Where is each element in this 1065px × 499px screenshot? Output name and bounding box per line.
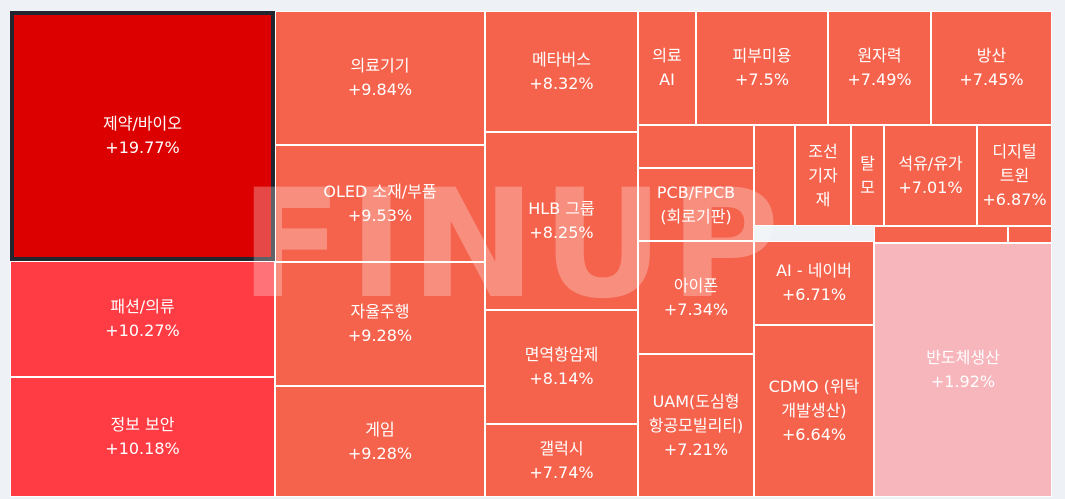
treemap-tile[interactable]: 제약/바이오 +19.77% — [10, 11, 275, 261]
tile-sector-name: 아이폰 — [673, 275, 719, 295]
treemap-tile[interactable]: 탈 모 — [851, 125, 884, 226]
treemap-tile[interactable]: CDMO (위탁 개발생산) +6.64% — [754, 325, 874, 497]
treemap-tile[interactable]: 피부미용 +7.5% — [696, 11, 828, 125]
tile-sector-name: 자율주행 — [350, 302, 410, 321]
tile-sector-name: 디지털 트윈 — [992, 141, 1037, 185]
treemap-tile[interactable]: 방산 +7.45% — [931, 11, 1052, 125]
treemap-tile[interactable]: PCB/FPCB (회로기판) — [638, 168, 754, 241]
tile-change-value: +7.5% — [734, 70, 790, 89]
treemap-tile[interactable]: 의료기기 +9.84% — [275, 11, 485, 145]
treemap-tile[interactable] — [754, 125, 795, 226]
tile-sector-name: 메타버스 — [532, 49, 591, 69]
tile-sector-name: OLED 소재/부품 — [323, 181, 437, 201]
tile-change-value: +6.64% — [781, 425, 847, 444]
tile-change-value: +9.28% — [347, 443, 413, 463]
tile-sector-name: CDMO (위탁 개발생산) — [768, 377, 860, 420]
tile-change-value: +8.14% — [529, 369, 594, 388]
tile-change-value: +6.87% — [982, 189, 1047, 209]
tile-sector-name: 의료 AI — [652, 46, 682, 89]
treemap-tile[interactable]: OLED 소재/부품 +9.53% — [275, 145, 485, 262]
tile-sector-name: 면역항암제 — [524, 345, 599, 364]
treemap-tile[interactable]: 디지털 트윈 +6.87% — [977, 125, 1052, 226]
tile-sector-name: 방산 — [976, 46, 1007, 65]
treemap-tile[interactable]: 석유/유가 +7.01% — [884, 125, 977, 226]
treemap-tile[interactable]: 면역항암제 +8.14% — [485, 310, 638, 424]
tile-change-value: +19.77% — [105, 138, 180, 157]
treemap-tile[interactable]: AI - 네이버 +6.71% — [754, 241, 874, 325]
tile-sector-name: 갤럭시 — [539, 438, 584, 458]
treemap-tile[interactable]: 갤럭시 +7.74% — [485, 424, 638, 497]
treemap-tile[interactable]: UAM(도심형 항공모빌리티) +7.21% — [638, 354, 754, 497]
tile-change-value: +7.01% — [898, 177, 963, 197]
tile-sector-name: UAM(도심형 항공모빌리티) — [648, 391, 744, 435]
treemap-tile[interactable] — [638, 125, 754, 168]
treemap-tile[interactable]: 자율주행 +9.28% — [275, 262, 485, 386]
tile-change-value: +8.32% — [529, 73, 594, 93]
treemap-tile[interactable]: 원자력 +7.49% — [828, 11, 931, 125]
tile-sector-name: 조선 기자 재 — [808, 141, 838, 209]
tile-sector-name: 석유/유가 — [898, 153, 963, 173]
tile-change-value: +10.18% — [105, 439, 180, 458]
tile-change-value: +9.53% — [347, 205, 413, 225]
tile-change-value: +7.74% — [529, 462, 594, 482]
tile-sector-name: 패션/의류 — [110, 297, 175, 316]
tile-sector-name: 반도체생산 — [926, 348, 1000, 367]
tile-sector-name: 제약/바이오 — [103, 114, 182, 133]
tile-change-value: +7.21% — [663, 439, 729, 459]
treemap-tile[interactable]: 아이폰 +7.34% — [638, 241, 754, 354]
tile-sector-name: 피부미용 — [732, 46, 792, 65]
tile-change-value: +1.92% — [930, 372, 996, 391]
tile-sector-name: HLB 그룹 — [528, 199, 595, 218]
treemap-tile[interactable]: HLB 그룹 +8.25% — [485, 132, 638, 310]
tile-sector-name: 정보 보안 — [110, 415, 175, 434]
treemap-tile[interactable] — [1008, 226, 1052, 243]
tile-change-value: +8.25% — [529, 223, 594, 242]
tile-change-value: +9.84% — [347, 80, 413, 99]
treemap-tile[interactable]: 의료 AI — [638, 11, 696, 125]
treemap-tile[interactable]: 조선 기자 재 — [795, 125, 851, 226]
tile-sector-name: 원자력 — [857, 46, 902, 65]
tile-sector-name: 의료기기 — [350, 56, 410, 75]
treemap-tile[interactable]: 메타버스 +8.32% — [485, 11, 638, 132]
tile-change-value: +6.71% — [781, 285, 847, 304]
treemap-tile[interactable]: 반도체생산 +1.92% — [874, 243, 1052, 497]
treemap-tile[interactable]: 게임 +9.28% — [275, 386, 485, 497]
treemap-tile[interactable] — [874, 226, 1008, 243]
treemap-tile[interactable]: 패션/의류 +10.27% — [10, 261, 275, 377]
tile-change-value: +9.28% — [347, 326, 413, 345]
tile-sector-name: AI - 네이버 — [776, 261, 852, 280]
tile-change-value: +7.34% — [663, 299, 729, 319]
tile-sector-name: 게임 — [365, 419, 395, 439]
treemap-tile[interactable]: 정보 보안 +10.18% — [10, 377, 275, 497]
tile-sector-name: PCB/FPCB (회로기판) — [656, 182, 736, 226]
tile-change-value: +7.45% — [959, 70, 1024, 89]
tile-change-value: +10.27% — [105, 321, 180, 340]
tile-sector-name: 탈 모 — [860, 153, 875, 197]
tile-change-value: +7.49% — [847, 70, 912, 89]
